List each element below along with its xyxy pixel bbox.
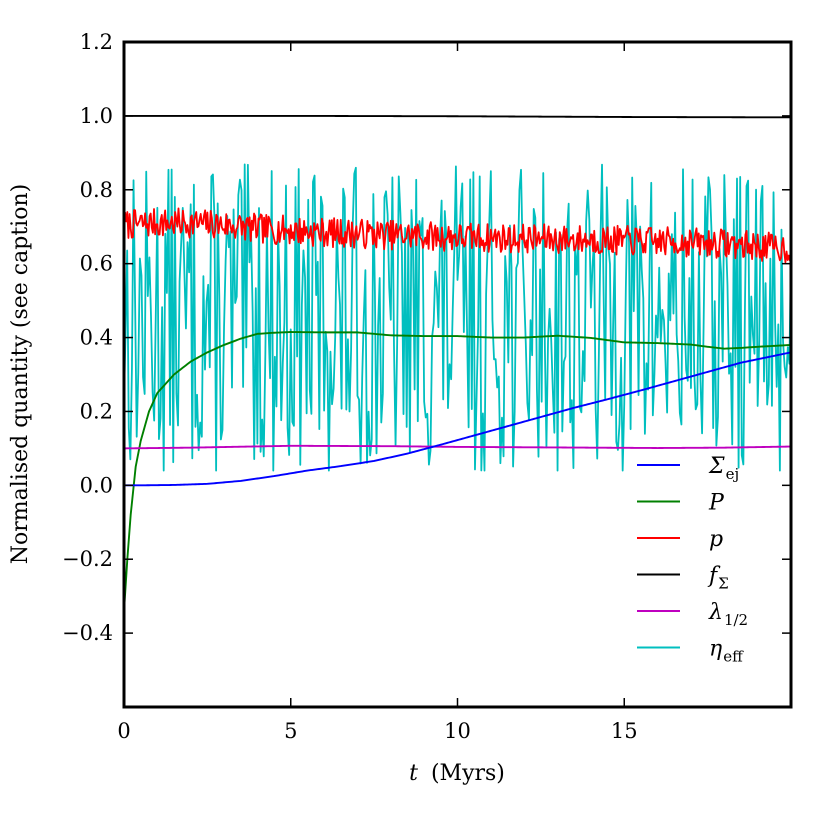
legend-label: p [709,527,723,552]
y-tick-label: 0.2 [80,399,113,423]
y-tick-label: 1.2 [80,30,113,54]
y-axis-title: Normalised quantity (see caption) [8,184,33,564]
series-line-12 [124,444,791,450]
legend-label: Σej [708,454,739,483]
y-tick-label: 0.0 [80,473,113,497]
y-tick-label: −0.4 [62,621,113,645]
legend-label: P [708,491,725,516]
series-line-p [124,207,791,264]
series-line-P [124,331,791,612]
y-tick-label: 0.6 [80,252,113,276]
series-line-ej [124,351,791,487]
x-tick-label: 15 [611,719,638,743]
x-tick-label: 5 [284,719,297,743]
x-tick-label: 0 [117,719,130,743]
y-tick-label: 0.8 [80,178,113,202]
series-line-eff [124,163,791,472]
legend-label: ηeff [709,637,744,666]
y-tick-label: −0.2 [62,547,113,571]
series-line-f [124,114,791,119]
y-tick-label: 0.4 [80,326,113,350]
ticks-layer: 0 5 10 15 −0.4 −0.2 0.0 0.2 0.4 0.6 0.8 1.0 1.2 [62,30,791,743]
legend-label: λ1/2 [708,600,748,629]
x-axis-title: t (Myrs) [409,761,505,786]
x-axis-unit: (Myrs) [431,761,505,786]
x-axis-var: t [409,761,418,786]
x-tick-label: 10 [444,719,471,743]
series-layer [124,114,791,612]
y-tick-label: 1.0 [80,104,113,128]
